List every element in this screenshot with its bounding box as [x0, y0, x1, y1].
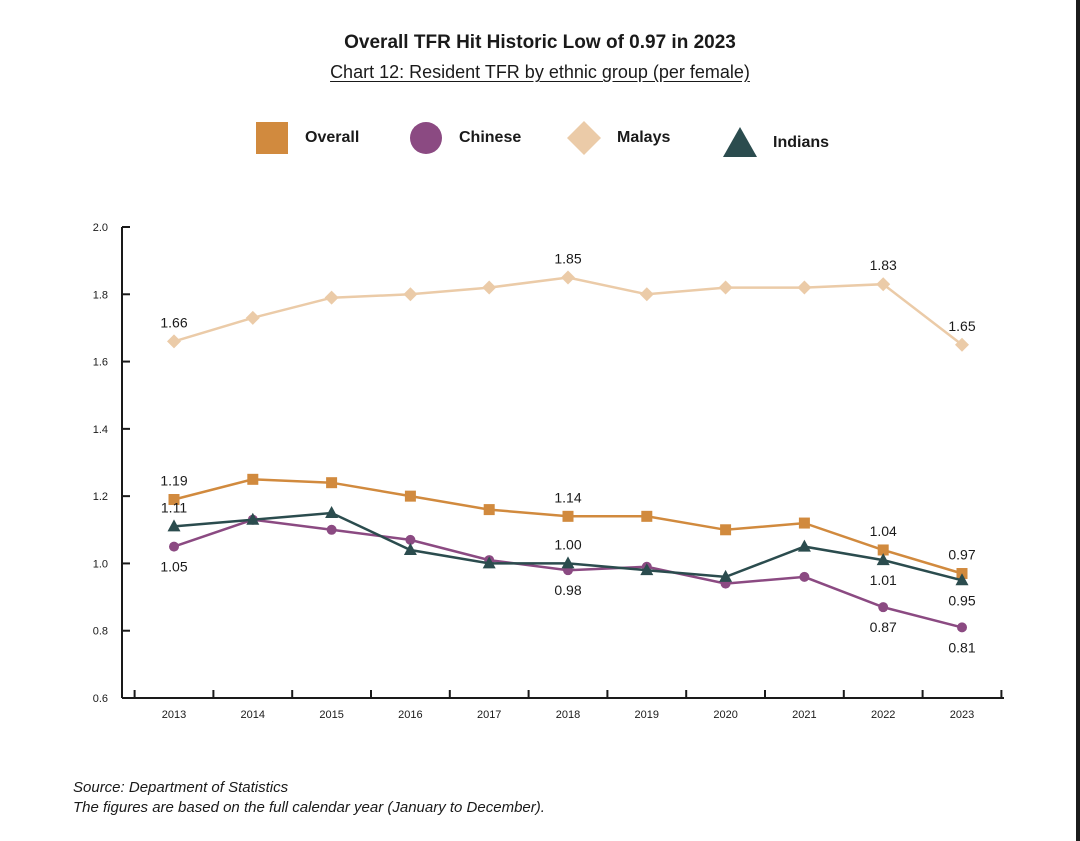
data-point-chinese [405, 534, 416, 545]
data-point-indians [561, 556, 575, 569]
x-tick-label: 2018 [556, 709, 580, 721]
footnote-text: The figures are based on the full calend… [73, 799, 545, 816]
diamond-marker-icon [567, 121, 601, 155]
data-label-malays: 1.66 [160, 314, 187, 330]
data-point-indians [797, 539, 811, 552]
data-label-overall: 0.97 [948, 547, 975, 563]
x-tick-label: 2013 [162, 709, 186, 721]
series-line-malays [173, 276, 963, 346]
y-tick-label: 2.0 [93, 222, 108, 234]
data-point-malays [482, 280, 497, 295]
data-point-indians [403, 542, 417, 555]
circle-marker-icon [410, 122, 442, 154]
data-label-malays: 1.83 [870, 257, 897, 273]
legend-item-malays: Malays [567, 121, 670, 155]
data-point-malays [245, 310, 260, 325]
legend-item-indians: Indians [723, 126, 829, 160]
y-tick-label: 1.2 [93, 491, 108, 503]
source-text: Source: Department of Statistics [73, 779, 289, 796]
y-tick-label: 1.0 [93, 558, 108, 570]
data-label-chinese: 0.98 [554, 582, 581, 598]
data-label-indians: 1.00 [554, 536, 581, 552]
data-point-malays [797, 280, 812, 295]
data-label-chinese: 1.05 [160, 559, 187, 575]
data-point-chinese [878, 602, 889, 613]
data-point-indians [719, 569, 733, 582]
data-label-overall: 1.14 [554, 489, 581, 505]
data-label-indians: 1.01 [870, 572, 897, 588]
square-marker-icon [256, 122, 288, 154]
y-tick-label: 1.8 [93, 289, 108, 301]
y-tick-label: 1.6 [93, 357, 108, 369]
legend-item-overall: Overall [255, 121, 359, 155]
data-point-malays [955, 337, 969, 352]
data-point-overall [798, 517, 810, 529]
data-label-overall: 1.19 [160, 473, 187, 489]
data-label-malays: 1.85 [554, 250, 581, 266]
chart-subtitle: Chart 12: Resident TFR by ethnic group (… [330, 62, 750, 82]
data-point-indians [482, 556, 496, 569]
x-tick-label: 2020 [713, 709, 737, 721]
y-tick-label: 1.4 [93, 424, 108, 436]
data-point-malays [403, 287, 418, 302]
data-label-overall: 1.04 [870, 523, 897, 539]
x-tick-label: 2022 [871, 709, 895, 721]
data-point-malays [876, 277, 891, 292]
chart-title: Overall TFR Hit Historic Low of 0.97 in … [344, 32, 736, 53]
data-point-overall [562, 510, 574, 522]
data-label-chinese: 0.87 [870, 619, 897, 635]
legend-item-chinese: Chinese [409, 121, 521, 155]
source-note: Source: Department of Statistics The fig… [73, 778, 545, 818]
data-point-indians [955, 573, 969, 586]
legend-label: Overall [305, 129, 360, 146]
legend-label: Malays [617, 129, 671, 146]
data-point-chinese [957, 622, 967, 633]
data-point-overall [404, 490, 416, 502]
legend-label: Indians [773, 134, 830, 151]
x-tick-label: 2017 [477, 709, 501, 721]
data-label-chinese: 0.81 [948, 639, 975, 655]
data-point-chinese [799, 571, 810, 582]
data-point-overall [247, 473, 259, 485]
data-point-overall [877, 544, 889, 556]
x-tick-label: 2021 [792, 709, 816, 721]
data-point-indians [325, 505, 339, 518]
x-tick-label: 2023 [950, 709, 974, 721]
data-point-overall [483, 504, 495, 516]
y-tick-label: 0.6 [93, 693, 108, 705]
data-point-indians [640, 563, 654, 576]
x-tick-label: 2014 [241, 709, 265, 721]
data-point-chinese [326, 524, 337, 535]
data-point-indians [876, 553, 890, 566]
data-point-indians [246, 512, 260, 525]
x-tick-label: 2019 [635, 709, 659, 721]
data-point-indians [167, 519, 181, 532]
data-point-chinese [169, 541, 179, 552]
data-label-indians: 0.95 [948, 592, 975, 608]
data-point-overall [326, 477, 338, 489]
y-tick-label: 0.8 [93, 626, 108, 638]
data-point-overall [641, 510, 653, 522]
window-edge [1076, 0, 1080, 841]
data-point-overall [720, 524, 732, 536]
x-tick-label: 2015 [319, 709, 343, 721]
data-label-indians: 1.11 [161, 499, 187, 515]
data-point-overall [168, 494, 180, 506]
legend-label: Chinese [459, 129, 522, 146]
data-point-malays [167, 334, 181, 349]
data-point-malays [639, 287, 654, 302]
data-label-malays: 1.65 [948, 318, 975, 334]
data-point-malays [324, 290, 339, 305]
data-point-malays [561, 270, 575, 285]
x-tick-label: 2016 [398, 709, 422, 721]
data-point-malays [718, 280, 733, 295]
triangle-marker-icon [723, 127, 757, 157]
